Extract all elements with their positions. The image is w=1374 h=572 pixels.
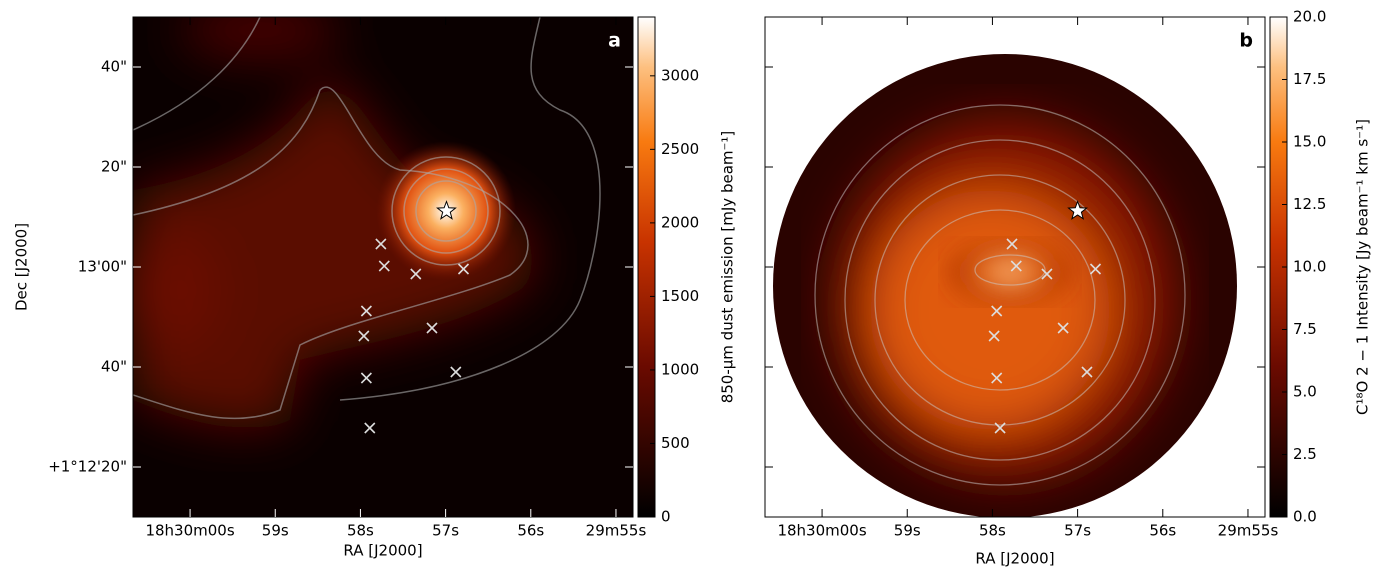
x-tick-label: 56s [517, 522, 544, 540]
source-marker [358, 330, 370, 342]
x-axis-label: RA [J2000] [975, 550, 1054, 568]
panel-label: b [1239, 30, 1253, 52]
colorbar-tick-label: 3000 [661, 66, 699, 84]
colorbar-tick-label: 0 [661, 508, 671, 526]
y-tick-label: 40" [101, 58, 127, 76]
colorbar-tick-label: 2.5 [1293, 445, 1317, 463]
colorbar-tick-label: 10.0 [1293, 258, 1326, 276]
colorbar-tick-label: 5.0 [1293, 383, 1317, 401]
source-marker [988, 330, 1000, 342]
source-marker [364, 422, 376, 434]
colorbar-tick-label: 15.0 [1293, 133, 1326, 151]
source-marker [378, 260, 390, 272]
source-marker [360, 372, 372, 384]
source-marker [1041, 268, 1053, 280]
colorbar [637, 16, 656, 518]
colorbar-tick-label: 1000 [661, 360, 699, 378]
source-marker [375, 238, 387, 250]
source-marker [991, 305, 1003, 317]
dust-map [133, 17, 633, 517]
y-tick-label: +1°12'20" [48, 458, 127, 476]
x-tick-label: 18h30m00s [145, 522, 234, 540]
c18o-map [773, 54, 1237, 517]
colorbar-label: 850-μm dust emission [mJy beam⁻¹] [719, 131, 737, 404]
source-marker [450, 366, 462, 378]
colorbar-tick-label: 0.0 [1293, 508, 1317, 526]
source-marker [991, 372, 1003, 384]
x-tick-label: 29m55s [1218, 522, 1279, 540]
source-marker [1057, 322, 1069, 334]
source-marker [360, 305, 372, 317]
source-marker [994, 422, 1006, 434]
source-marker [1006, 238, 1018, 250]
x-tick-label: 18h30m00s [777, 522, 866, 540]
colorbar-tick-label: 7.5 [1293, 320, 1317, 338]
panel-label: a [608, 30, 621, 52]
source-marker [426, 322, 438, 334]
colorbar-tick-label: 1500 [661, 287, 699, 305]
y-tick-label: 40" [101, 358, 127, 376]
y-tick-label: 20" [101, 158, 127, 176]
protostar-marker [1067, 200, 1088, 220]
colorbar-tick-label: 2500 [661, 140, 699, 158]
protostar-marker [436, 200, 457, 220]
y-tick-label: 13'00" [78, 258, 127, 276]
x-tick-label: 59s [262, 522, 289, 540]
x-tick-label: 58s [347, 522, 374, 540]
source-marker [410, 268, 422, 280]
source-marker [1010, 260, 1022, 272]
colorbar-tick-label: 17.5 [1293, 70, 1326, 88]
x-tick-label: 59s [894, 522, 921, 540]
source-marker [1089, 263, 1102, 275]
colorbar-tick-label: 500 [661, 434, 690, 452]
colorbar-label: C¹⁸O 2 − 1 Intensity [Jy beam⁻¹ km s⁻¹] [1354, 119, 1372, 415]
source-marker [457, 263, 470, 275]
colorbar-tick-label: 20.0 [1293, 8, 1326, 26]
y-axis-label: Dec [J2000] [13, 223, 31, 311]
x-tick-label: 57s [1064, 522, 1091, 540]
x-axis-label: RA [J2000] [343, 542, 422, 560]
x-tick-label: 58s [979, 522, 1006, 540]
source-marker [1081, 366, 1093, 378]
colorbar-tick-label: 12.5 [1293, 195, 1326, 213]
colorbar-tick-label: 2000 [661, 213, 699, 231]
x-tick-label: 56s [1149, 522, 1176, 540]
x-tick-label: 29m55s [586, 522, 647, 540]
x-tick-label: 57s [432, 522, 459, 540]
